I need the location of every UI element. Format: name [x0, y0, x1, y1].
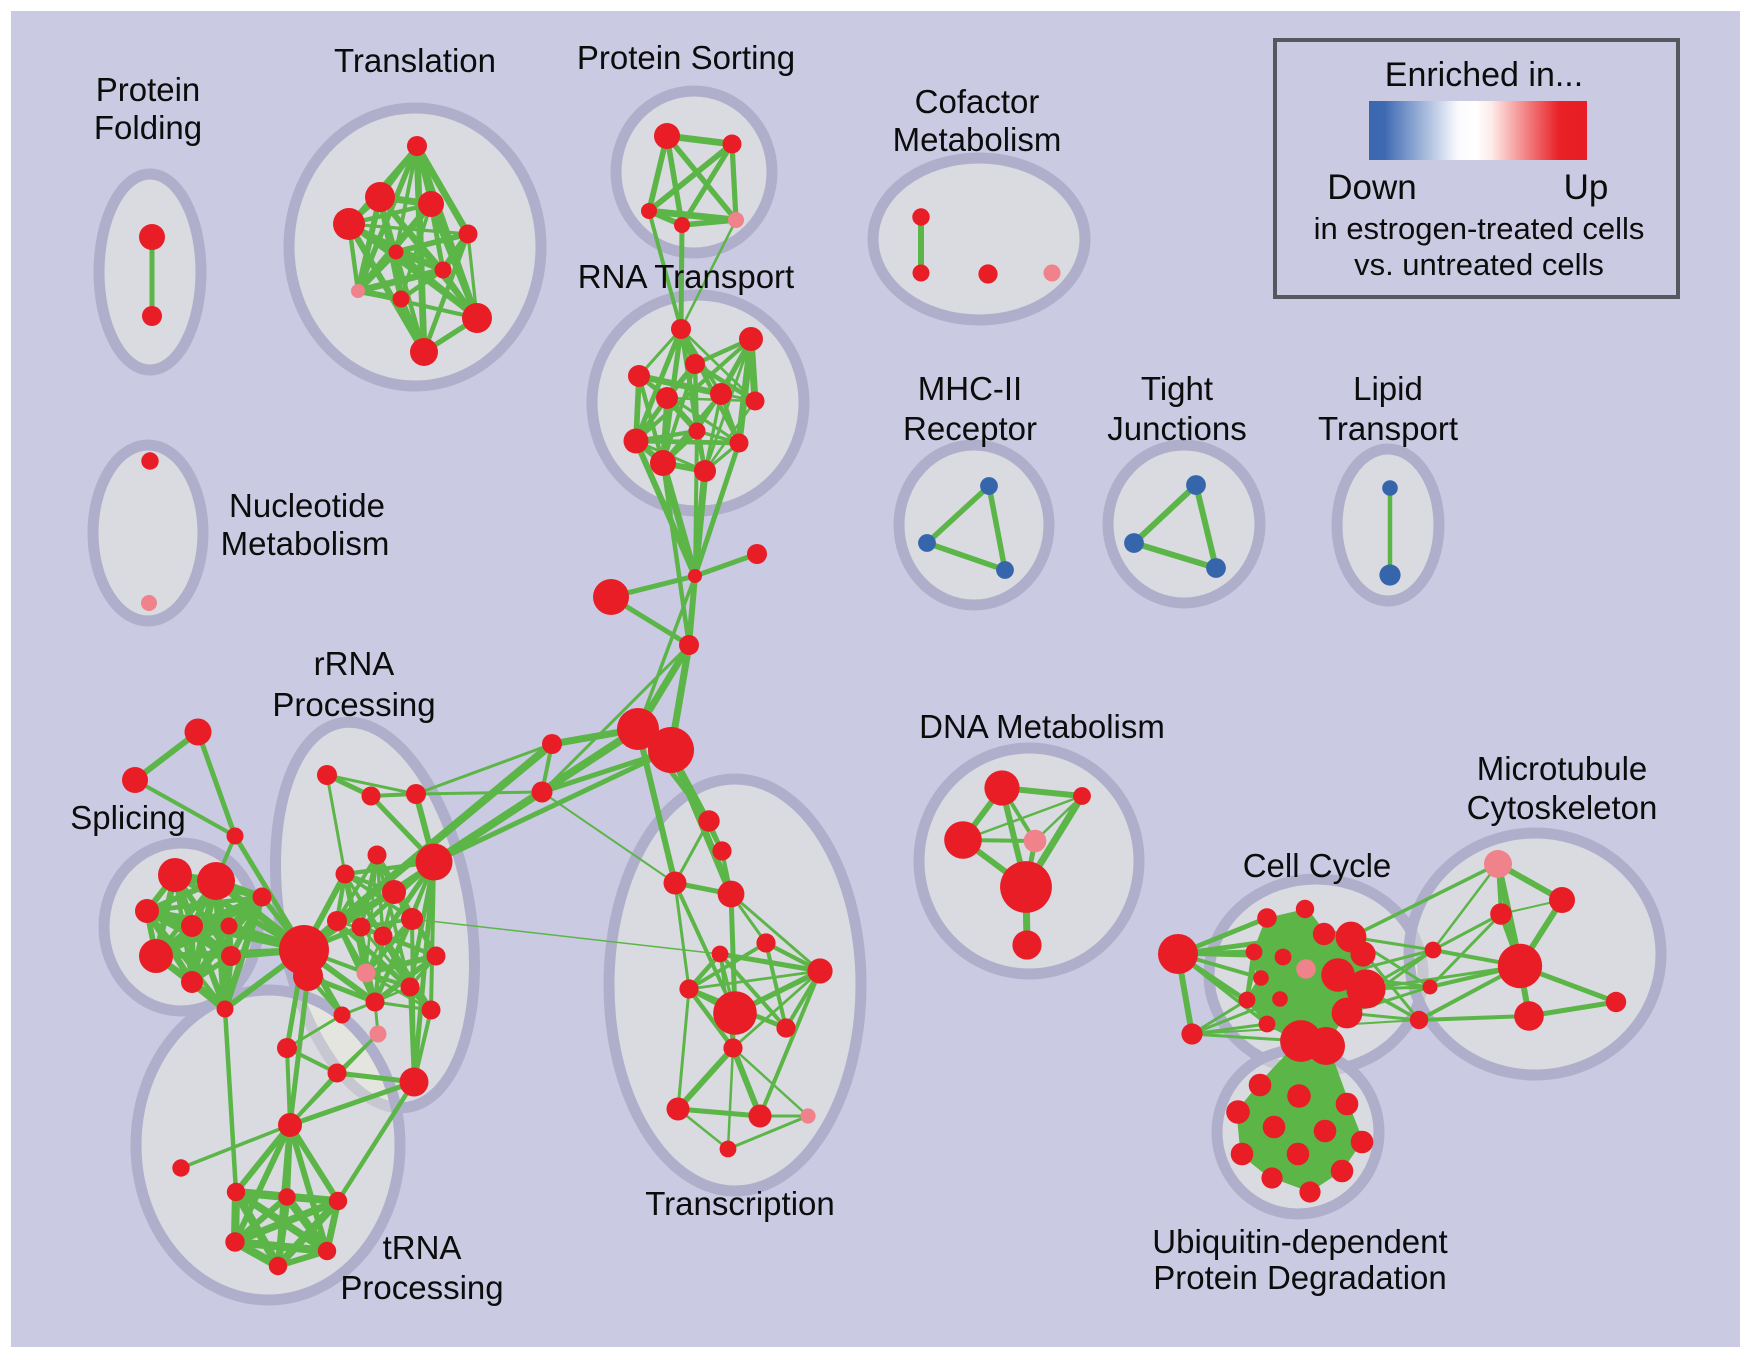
- svg-text:Down: Down: [1327, 168, 1416, 207]
- svg-text:Up: Up: [1564, 168, 1609, 207]
- svg-text:Receptor: Receptor: [903, 410, 1037, 447]
- svg-text:Cytoskeleton: Cytoskeleton: [1467, 789, 1658, 826]
- svg-text:Microtubule: Microtubule: [1477, 750, 1648, 787]
- svg-text:Folding: Folding: [94, 109, 202, 146]
- svg-text:in estrogen-treated cells: in estrogen-treated cells: [1314, 211, 1645, 246]
- svg-text:MHC-II: MHC-II: [918, 370, 1022, 407]
- svg-text:Metabolism: Metabolism: [893, 121, 1062, 158]
- svg-text:Lipid: Lipid: [1353, 370, 1423, 407]
- svg-text:vs. untreated cells: vs. untreated cells: [1354, 247, 1604, 282]
- svg-text:Protein: Protein: [96, 71, 201, 108]
- svg-text:RNA Transport: RNA Transport: [578, 258, 794, 295]
- svg-text:Protein Sorting: Protein Sorting: [577, 39, 795, 76]
- svg-text:DNA Metabolism: DNA Metabolism: [919, 708, 1165, 745]
- svg-text:rRNA: rRNA: [314, 645, 395, 682]
- svg-text:Translation: Translation: [334, 42, 496, 79]
- svg-text:Nucleotide: Nucleotide: [229, 487, 385, 524]
- svg-text:tRNA: tRNA: [383, 1229, 462, 1266]
- svg-text:Cofactor: Cofactor: [915, 83, 1040, 120]
- svg-text:Ubiquitin-dependent: Ubiquitin-dependent: [1152, 1223, 1447, 1260]
- svg-text:Transcription: Transcription: [645, 1185, 835, 1222]
- svg-text:Protein Degradation: Protein Degradation: [1153, 1259, 1447, 1296]
- svg-text:Processing: Processing: [272, 686, 435, 723]
- svg-text:Processing: Processing: [340, 1269, 503, 1306]
- svg-text:Splicing: Splicing: [70, 799, 186, 836]
- svg-text:Junctions: Junctions: [1107, 410, 1246, 447]
- svg-text:Enriched in...: Enriched in...: [1385, 56, 1583, 94]
- svg-text:Transport: Transport: [1318, 410, 1458, 447]
- svg-text:Cell Cycle: Cell Cycle: [1243, 847, 1392, 884]
- svg-text:Tight: Tight: [1141, 370, 1213, 407]
- svg-text:Metabolism: Metabolism: [221, 525, 390, 562]
